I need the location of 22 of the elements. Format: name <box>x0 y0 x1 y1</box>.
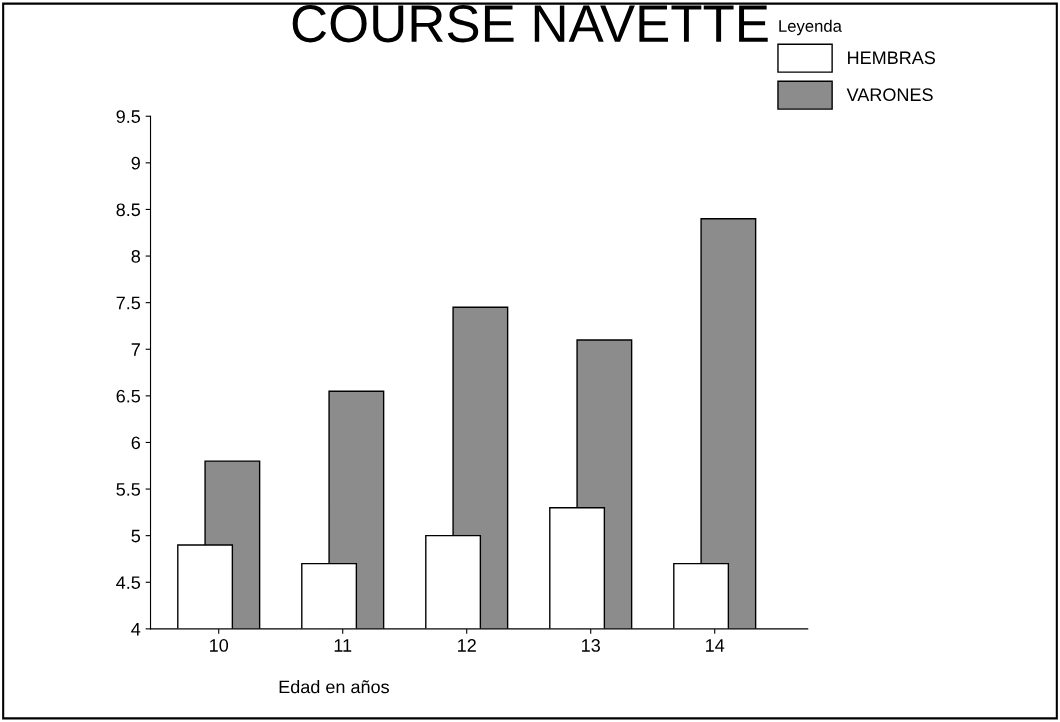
legend-label: HEMBRAS <box>848 51 936 65</box>
chart-title: COURSE NAVETTE <box>292 5 768 43</box>
x-tick-label: 10 <box>210 639 229 652</box>
x-tick-label: 11 <box>334 639 352 652</box>
y-tick-label: 4 <box>131 622 141 636</box>
y-tick-label: 5 <box>131 529 141 543</box>
y-tick-label: 9.5 <box>116 110 141 123</box>
x-axis-title: Edad en años <box>279 680 389 694</box>
y-tick-label: 7 <box>131 343 140 356</box>
y-tick-label: 8 <box>131 249 141 263</box>
y-tick-label: 4.5 <box>116 576 141 589</box>
y-tick-label: 6.5 <box>116 389 141 403</box>
y-tick-label: 6 <box>131 436 141 450</box>
x-tick-label: 14 <box>706 639 725 652</box>
x-tick-label: 12 <box>458 639 476 652</box>
y-tick-label: 9 <box>131 156 140 170</box>
y-tick-label: 8.5 <box>116 203 141 217</box>
legend-label: VARONES <box>846 88 933 102</box>
y-tick-label: 7.5 <box>116 296 141 310</box>
legend-title: Leyenda <box>779 19 842 36</box>
x-tick-label: 13 <box>582 639 600 652</box>
y-tick-label: 5.5 <box>116 483 141 496</box>
